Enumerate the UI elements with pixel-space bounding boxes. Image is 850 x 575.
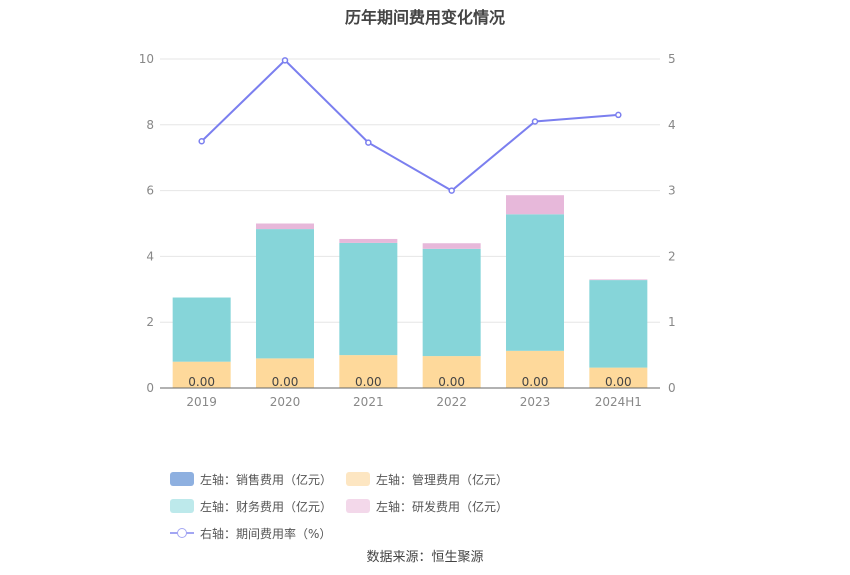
legend-label: 右轴：期间费用率（%） [200, 526, 332, 541]
x-axis-tick-label: 2022 [436, 395, 467, 409]
line-point [448, 187, 455, 194]
legend-swatch [346, 499, 371, 513]
legend-label: 左轴：管理费用（亿元） [376, 472, 509, 487]
x-axis-tick-label: 2023 [520, 395, 551, 409]
bar-segment [172, 297, 231, 362]
line-point [531, 118, 539, 125]
bar-segment [506, 214, 564, 351]
line-point [198, 138, 205, 145]
legend-item[interactable]: 左轴：财务费用（亿元） [170, 497, 332, 515]
legend-swatch [170, 499, 194, 513]
bar-segment [422, 243, 481, 249]
line-point [281, 57, 289, 64]
legend-item[interactable]: 左轴：销售费用（亿元） [170, 470, 332, 488]
bar-data-label: 0.00 [605, 375, 632, 389]
bar-data-label: 0.00 [355, 375, 382, 389]
x-axis-tick-label: 2020 [270, 395, 301, 409]
right-axis-tick-label: 4 [668, 118, 676, 132]
x-axis-tick-label: 2021 [353, 395, 384, 409]
right-axis-tick-label: 5 [668, 52, 676, 66]
left-axis-tick-label: 6 [146, 184, 154, 198]
bar-segment [422, 248, 481, 357]
bar-data-label: 0.00 [188, 375, 215, 389]
left-axis-tick-label: 4 [146, 249, 154, 263]
right-axis-tick-label: 0 [668, 381, 676, 395]
bar-segment [422, 356, 481, 388]
x-axis-tick-label: 2024H1 [595, 395, 642, 409]
bar-segment [339, 355, 398, 388]
bar-segment [589, 367, 648, 388]
legend-swatch [170, 526, 194, 540]
legend-swatch [170, 472, 194, 486]
bar-data-label: 0.00 [522, 375, 549, 389]
legend-swatch [346, 472, 371, 486]
bar-segment [172, 361, 231, 388]
legend-label: 左轴：销售费用（亿元） [200, 472, 333, 487]
legend-item[interactable]: 左轴：研发费用（亿元） [346, 497, 508, 515]
right-axis-tick-label: 3 [668, 184, 676, 198]
bar-segment [506, 350, 564, 388]
line-series [200, 58, 619, 192]
bar-segment [256, 223, 314, 230]
chart-title: 历年期间费用变化情况 [344, 8, 505, 27]
bar-data-label: 0.00 [438, 375, 465, 389]
left-axis-tick-label: 10 [139, 52, 154, 66]
bar-data-label: 0.00 [272, 375, 299, 389]
left-axis-tick-label: 2 [146, 315, 154, 329]
left-axis-tick-label: 8 [146, 118, 154, 132]
bar-segment [339, 242, 398, 356]
bar-segment [256, 229, 314, 359]
bar-segment [589, 280, 648, 368]
data-source-note: 数据来源：恒生聚源 [366, 550, 484, 565]
line-point [365, 139, 372, 146]
chart-legend: 左轴：销售费用（亿元） 左轴：管理费用（亿元） 左轴：财务费用（亿元） 左轴：研发费用… [170, 470, 690, 551]
legend-label: 左轴：财务费用（亿元） [200, 499, 333, 514]
legend-label: 左轴：研发费用（亿元） [376, 499, 509, 514]
bar-segment [256, 358, 314, 388]
right-axis-tick-label: 1 [668, 315, 676, 329]
bar-segment [589, 279, 648, 281]
left-axis-tick-label: 0 [146, 381, 154, 395]
legend-item[interactable]: 左轴：管理费用（亿元） [346, 470, 508, 488]
bar-segment [339, 238, 398, 243]
x-axis-tick-label: 2019 [186, 395, 217, 409]
legend-item[interactable]: 右轴：期间费用率（%） [170, 524, 331, 542]
right-axis-tick-label: 2 [668, 249, 676, 263]
line-point [615, 111, 622, 119]
bar-segment [506, 195, 564, 215]
